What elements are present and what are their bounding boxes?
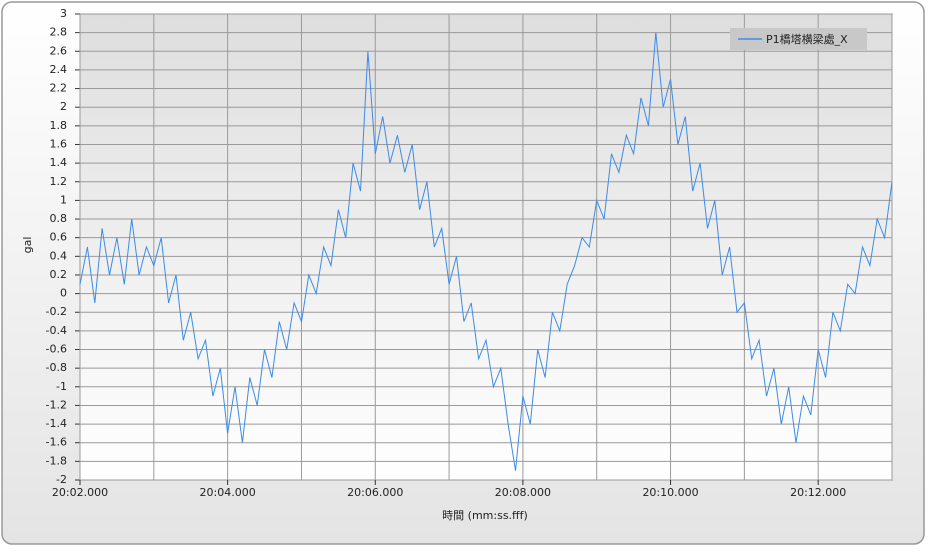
y-tick-label: 1.6	[50, 137, 68, 150]
x-tick-label: 20:10.000	[642, 486, 698, 499]
y-tick-label: -1	[56, 380, 67, 393]
y-tick-label: 2	[60, 100, 67, 113]
y-tick-label: 0	[60, 287, 67, 300]
x-axis-label: 時間 (mm:ss.fff)	[442, 509, 528, 522]
y-tick-label: 1.2	[50, 175, 68, 188]
y-tick-label: 1	[60, 193, 67, 206]
y-tick-label: 2.6	[50, 44, 68, 57]
y-tick-label: -1.8	[46, 454, 67, 467]
plot-area	[79, 13, 893, 481]
y-tick-label: 2.8	[50, 26, 68, 39]
legend-label: P1橋塔横梁處_X	[766, 32, 848, 46]
y-tick-label: -0.8	[46, 361, 67, 374]
y-tick-label: -1.6	[46, 436, 67, 449]
y-tick-label: 2.2	[50, 82, 68, 95]
x-tick-label: 20:02.000	[52, 486, 108, 499]
y-tick-label: -1.2	[46, 398, 67, 411]
y-tick-label: -2	[56, 473, 67, 486]
x-tick-label: 20:08.000	[495, 486, 551, 499]
y-axis-label: gal	[21, 237, 34, 254]
y-tick-label: 0.2	[50, 268, 68, 281]
y-tick-label: 1.4	[50, 156, 68, 169]
y-tick-label: 0.4	[50, 249, 68, 262]
data-line	[79, 32, 893, 471]
legend-box	[730, 28, 867, 50]
x-tick-label: 20:06.000	[347, 486, 403, 499]
y-tick-label: -0.6	[46, 343, 67, 356]
y-tick-label: -0.4	[46, 324, 67, 337]
y-tick-label: -0.2	[46, 305, 67, 318]
y-tick-label: 0.8	[50, 212, 68, 225]
y-tick-label: 3	[60, 7, 67, 20]
x-tick-label: 20:04.000	[200, 486, 256, 499]
y-tick-label: 2.4	[50, 63, 68, 76]
y-tick-label: 0.6	[50, 231, 68, 244]
y-tick-label: 1.8	[50, 119, 68, 132]
y-tick-label: -1.4	[46, 417, 67, 430]
x-tick-label: 20:12.000	[790, 486, 846, 499]
